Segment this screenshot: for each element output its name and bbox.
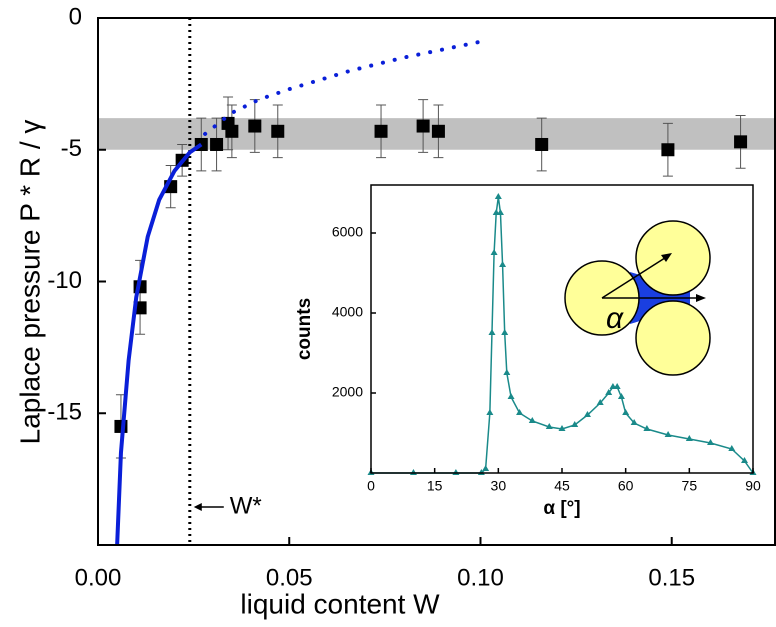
annotation: W* bbox=[230, 492, 262, 519]
data-point bbox=[685, 435, 693, 441]
axis-arrowhead bbox=[696, 294, 706, 302]
x-tick-label: 75 bbox=[682, 478, 698, 494]
y-tick-label: -5 bbox=[61, 135, 82, 162]
data-point bbox=[416, 119, 430, 133]
x-tick-label: 30 bbox=[491, 478, 507, 494]
particle bbox=[635, 220, 711, 296]
data-point bbox=[490, 249, 498, 255]
data-point bbox=[545, 423, 553, 429]
y-tick-label: 6000 bbox=[332, 224, 363, 240]
particle bbox=[635, 300, 711, 376]
x-tick-label: 90 bbox=[745, 478, 761, 494]
x-axis-label: α [°] bbox=[543, 498, 580, 519]
x-tick-label: 0.10 bbox=[457, 564, 504, 591]
data-point bbox=[664, 431, 672, 437]
data-point bbox=[622, 409, 630, 415]
data-point bbox=[613, 383, 621, 389]
x-axis-label: liquid content W bbox=[240, 588, 440, 619]
x-tick-label: 60 bbox=[618, 478, 634, 494]
y-tick-label: 4000 bbox=[332, 304, 363, 320]
x-tick-label: 0.15 bbox=[648, 564, 695, 591]
x-tick-label: 0.05 bbox=[266, 564, 313, 591]
x-tick-label: 0.00 bbox=[75, 564, 122, 591]
data-point bbox=[596, 399, 604, 405]
data-point bbox=[535, 137, 549, 151]
annotation-arrowhead bbox=[193, 503, 202, 511]
data-point bbox=[496, 209, 504, 215]
data-point bbox=[494, 193, 502, 199]
data-point bbox=[210, 137, 224, 151]
x-tick-label: 45 bbox=[554, 478, 570, 494]
x-tick-label: 0 bbox=[367, 478, 375, 494]
x-tick-label: 15 bbox=[427, 478, 443, 494]
y-tick-label: -15 bbox=[47, 399, 82, 426]
data-point bbox=[661, 143, 675, 157]
data-point bbox=[558, 425, 566, 431]
data-point bbox=[571, 421, 579, 427]
data-point bbox=[499, 261, 507, 267]
y-axis-label: Laplace pressure P * R / γ bbox=[14, 120, 45, 445]
angle-arrow bbox=[601, 255, 669, 299]
data-point bbox=[507, 393, 515, 399]
y-tick-label: 2000 bbox=[332, 384, 363, 400]
y-axis-label: counts bbox=[294, 298, 315, 360]
data-point bbox=[225, 124, 239, 138]
data-point bbox=[482, 465, 490, 471]
y-tick-label: -10 bbox=[47, 267, 82, 294]
data-point bbox=[734, 135, 748, 149]
data-point bbox=[503, 369, 511, 375]
angle-arrowhead bbox=[661, 253, 672, 262]
data-point bbox=[630, 419, 638, 425]
data-point bbox=[488, 329, 496, 335]
y-tick-label: 0 bbox=[69, 3, 82, 30]
data-point bbox=[516, 409, 524, 415]
data-point bbox=[374, 124, 388, 138]
data-point bbox=[431, 124, 445, 138]
data-point bbox=[501, 329, 509, 335]
data-point bbox=[271, 124, 285, 138]
data-point bbox=[486, 409, 494, 415]
data-point bbox=[528, 417, 536, 423]
data-point bbox=[617, 393, 625, 399]
data-point bbox=[248, 119, 262, 133]
data-point bbox=[707, 439, 715, 445]
annotation: α bbox=[606, 302, 624, 335]
data-point bbox=[741, 457, 749, 463]
data-point bbox=[643, 425, 651, 431]
data-point bbox=[583, 411, 591, 417]
data-line bbox=[203, 39, 483, 136]
data-line bbox=[115, 142, 203, 546]
data-point bbox=[605, 389, 613, 395]
data-point bbox=[728, 445, 736, 451]
